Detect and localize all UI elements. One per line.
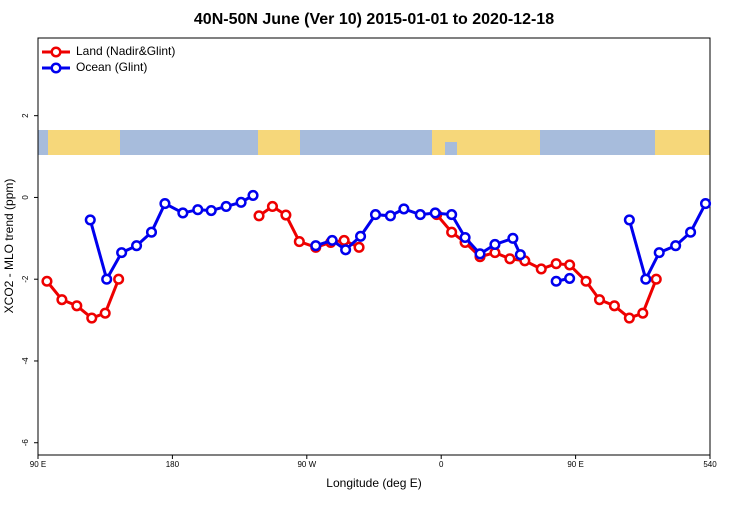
point xyxy=(474,248,486,260)
x-axis-label: Longitude (deg E) xyxy=(326,476,421,490)
point xyxy=(266,200,279,212)
x-tick-label: 540 xyxy=(703,460,717,469)
point xyxy=(116,247,128,259)
point xyxy=(355,230,367,242)
point xyxy=(101,273,113,285)
x-tick-label: 0 xyxy=(439,460,444,469)
point xyxy=(699,198,712,210)
point xyxy=(398,203,410,215)
y-axis-label: XCO2 - MLO trend (ppm) xyxy=(2,179,16,314)
legend-label: Land (Nadir&Glint) xyxy=(76,44,175,58)
point xyxy=(131,240,143,252)
point xyxy=(41,275,53,287)
point xyxy=(353,241,365,253)
point xyxy=(113,273,125,285)
point xyxy=(640,273,652,285)
point xyxy=(507,232,519,244)
point xyxy=(653,247,665,259)
map-ocean xyxy=(120,130,258,155)
map-ocean xyxy=(445,142,457,155)
point xyxy=(145,226,158,238)
point xyxy=(86,312,98,324)
point xyxy=(205,204,217,217)
point xyxy=(369,209,382,221)
point xyxy=(593,294,606,306)
point xyxy=(384,210,396,222)
x-tick-label: 180 xyxy=(166,460,180,469)
point xyxy=(623,214,635,226)
point xyxy=(550,275,562,287)
point xyxy=(550,258,562,270)
point xyxy=(235,196,247,208)
point xyxy=(338,234,350,246)
y-tick-label: -6 xyxy=(21,439,30,447)
x-tick-label: 90 W xyxy=(297,460,316,469)
plot-frame xyxy=(37,37,711,456)
y-tick-label: 0 xyxy=(21,195,30,200)
point xyxy=(414,209,426,221)
point xyxy=(429,207,441,219)
map-ocean xyxy=(38,130,48,155)
point xyxy=(564,259,576,271)
point xyxy=(159,198,171,210)
map-ocean xyxy=(300,130,432,155)
point xyxy=(247,189,259,201)
point xyxy=(504,253,516,265)
chart-title: 40N-50N June (Ver 10) 2015-01-01 to 2020… xyxy=(194,11,554,28)
point xyxy=(446,226,458,238)
y-tick-label: -4 xyxy=(21,357,30,365)
point xyxy=(56,294,68,306)
point xyxy=(608,300,620,312)
point xyxy=(564,272,576,284)
point xyxy=(326,234,338,246)
point xyxy=(84,214,96,226)
x-tick-label: 90 E xyxy=(567,460,583,469)
point xyxy=(580,275,592,287)
point xyxy=(280,209,292,221)
y-tick-label: -2 xyxy=(21,275,30,283)
point xyxy=(340,244,352,256)
y-tick-label: 2 xyxy=(21,113,30,118)
point xyxy=(489,238,501,251)
point xyxy=(220,200,232,212)
point xyxy=(293,236,305,248)
legend-marker xyxy=(50,62,62,74)
point xyxy=(446,209,458,221)
point xyxy=(253,210,265,222)
point xyxy=(99,307,111,319)
point xyxy=(177,207,189,219)
point xyxy=(310,240,322,252)
map-ocean xyxy=(540,130,655,155)
legend-label: Ocean (Glint) xyxy=(76,60,147,74)
legend-marker xyxy=(50,46,62,58)
point xyxy=(459,231,471,244)
point xyxy=(71,300,83,312)
point xyxy=(623,312,635,324)
point xyxy=(670,240,682,252)
point xyxy=(685,226,697,238)
point xyxy=(650,273,662,285)
point xyxy=(535,263,547,275)
point xyxy=(637,307,649,319)
x-tick-label: 90 E xyxy=(30,460,46,469)
map-band xyxy=(38,130,710,155)
point xyxy=(192,204,204,216)
point xyxy=(514,249,526,261)
